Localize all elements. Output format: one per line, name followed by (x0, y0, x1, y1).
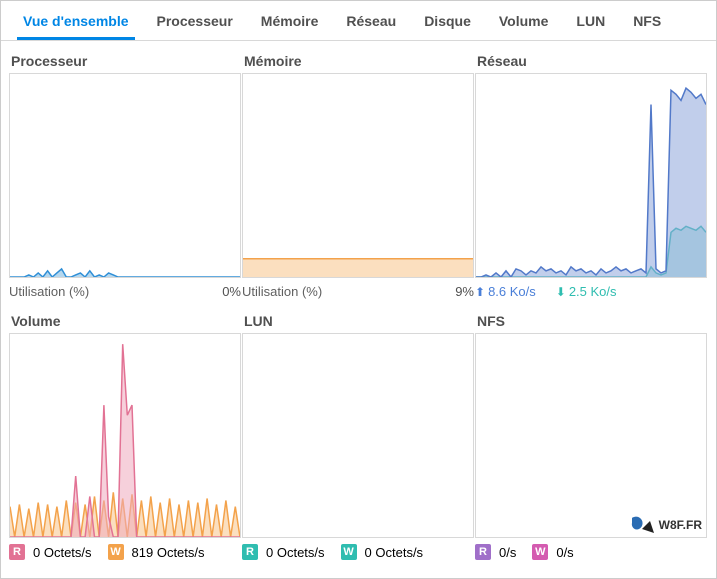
card-network[interactable]: Réseau ⬆8.6 Ko/s ⬇2.5 Ko/s (475, 47, 707, 299)
cpu-util-value: 0% (222, 284, 241, 299)
tab-overview[interactable]: Vue d'ensemble (9, 3, 143, 39)
volume-write-badge: W (108, 544, 124, 560)
volume-read-value: 0 Octets/s (33, 545, 92, 560)
lun-read-value: 0 Octets/s (266, 545, 325, 560)
stats-network: ⬆8.6 Ko/s ⬇2.5 Ko/s (475, 284, 707, 299)
stats-volume: R 0 Octets/s W 819 Octets/s (9, 544, 241, 560)
tab-network[interactable]: Réseau (332, 3, 410, 39)
memory-util-value: 9% (455, 284, 474, 299)
card-memory[interactable]: Mémoire Utilisation (%) 9% (242, 47, 474, 299)
tab-lun[interactable]: LUN (562, 3, 619, 39)
nfs-read-value: 0/s (499, 545, 516, 560)
chart-lun (242, 333, 474, 538)
stats-nfs: R 0/s W 0/s (475, 544, 707, 560)
down-arrow-icon: ⬇ (556, 285, 566, 299)
network-up-stat: ⬆8.6 Ko/s (475, 284, 536, 299)
tab-disk[interactable]: Disque (410, 3, 485, 39)
lun-read-badge: R (242, 544, 258, 560)
lun-write-value: 0 Octets/s (365, 545, 424, 560)
card-network-title: Réseau (477, 53, 707, 69)
network-down-stat: ⬇2.5 Ko/s (556, 284, 617, 299)
tabs-bar: Vue d'ensemble Processeur Mémoire Réseau… (1, 1, 716, 41)
volume-write-value: 819 Octets/s (132, 545, 205, 560)
tab-memory[interactable]: Mémoire (247, 3, 333, 39)
volume-read-badge: R (9, 544, 25, 560)
nfs-write-badge: W (532, 544, 548, 560)
card-volume[interactable]: Volume R 0 Octets/s W 819 Octets/s (9, 307, 241, 560)
card-cpu[interactable]: Processeur Utilisation (%) 0% (9, 47, 241, 299)
chart-cpu (9, 73, 241, 278)
up-arrow-icon: ⬆ (475, 285, 485, 299)
card-lun[interactable]: LUN R 0 Octets/s W 0 Octets/s (242, 307, 474, 560)
tab-volume[interactable]: Volume (485, 3, 563, 39)
card-cpu-title: Processeur (11, 53, 241, 69)
chart-memory (242, 73, 474, 278)
memory-util-label: Utilisation (%) (242, 284, 322, 299)
card-lun-title: LUN (244, 313, 474, 329)
card-nfs[interactable]: NFS W8F.FR R 0/s W 0/s (475, 307, 707, 560)
watermark: W8F.FR (630, 515, 702, 535)
watermark-icon (630, 515, 656, 535)
nfs-read-badge: R (475, 544, 491, 560)
lun-write-badge: W (341, 544, 357, 560)
cpu-util-label: Utilisation (%) (9, 284, 89, 299)
stats-lun: R 0 Octets/s W 0 Octets/s (242, 544, 474, 560)
card-nfs-title: NFS (477, 313, 707, 329)
chart-network (475, 73, 707, 278)
overview-grid: Processeur Utilisation (%) 0% Mémoire Ut… (1, 41, 716, 568)
card-volume-title: Volume (11, 313, 241, 329)
watermark-text: W8F.FR (659, 518, 702, 532)
nfs-write-value: 0/s (556, 545, 573, 560)
stats-cpu: Utilisation (%) 0% (9, 284, 241, 299)
chart-nfs: W8F.FR (475, 333, 707, 538)
tab-nfs[interactable]: NFS (619, 3, 675, 39)
card-memory-title: Mémoire (244, 53, 474, 69)
tab-cpu[interactable]: Processeur (143, 3, 247, 39)
stats-memory: Utilisation (%) 9% (242, 284, 474, 299)
chart-volume (9, 333, 241, 538)
